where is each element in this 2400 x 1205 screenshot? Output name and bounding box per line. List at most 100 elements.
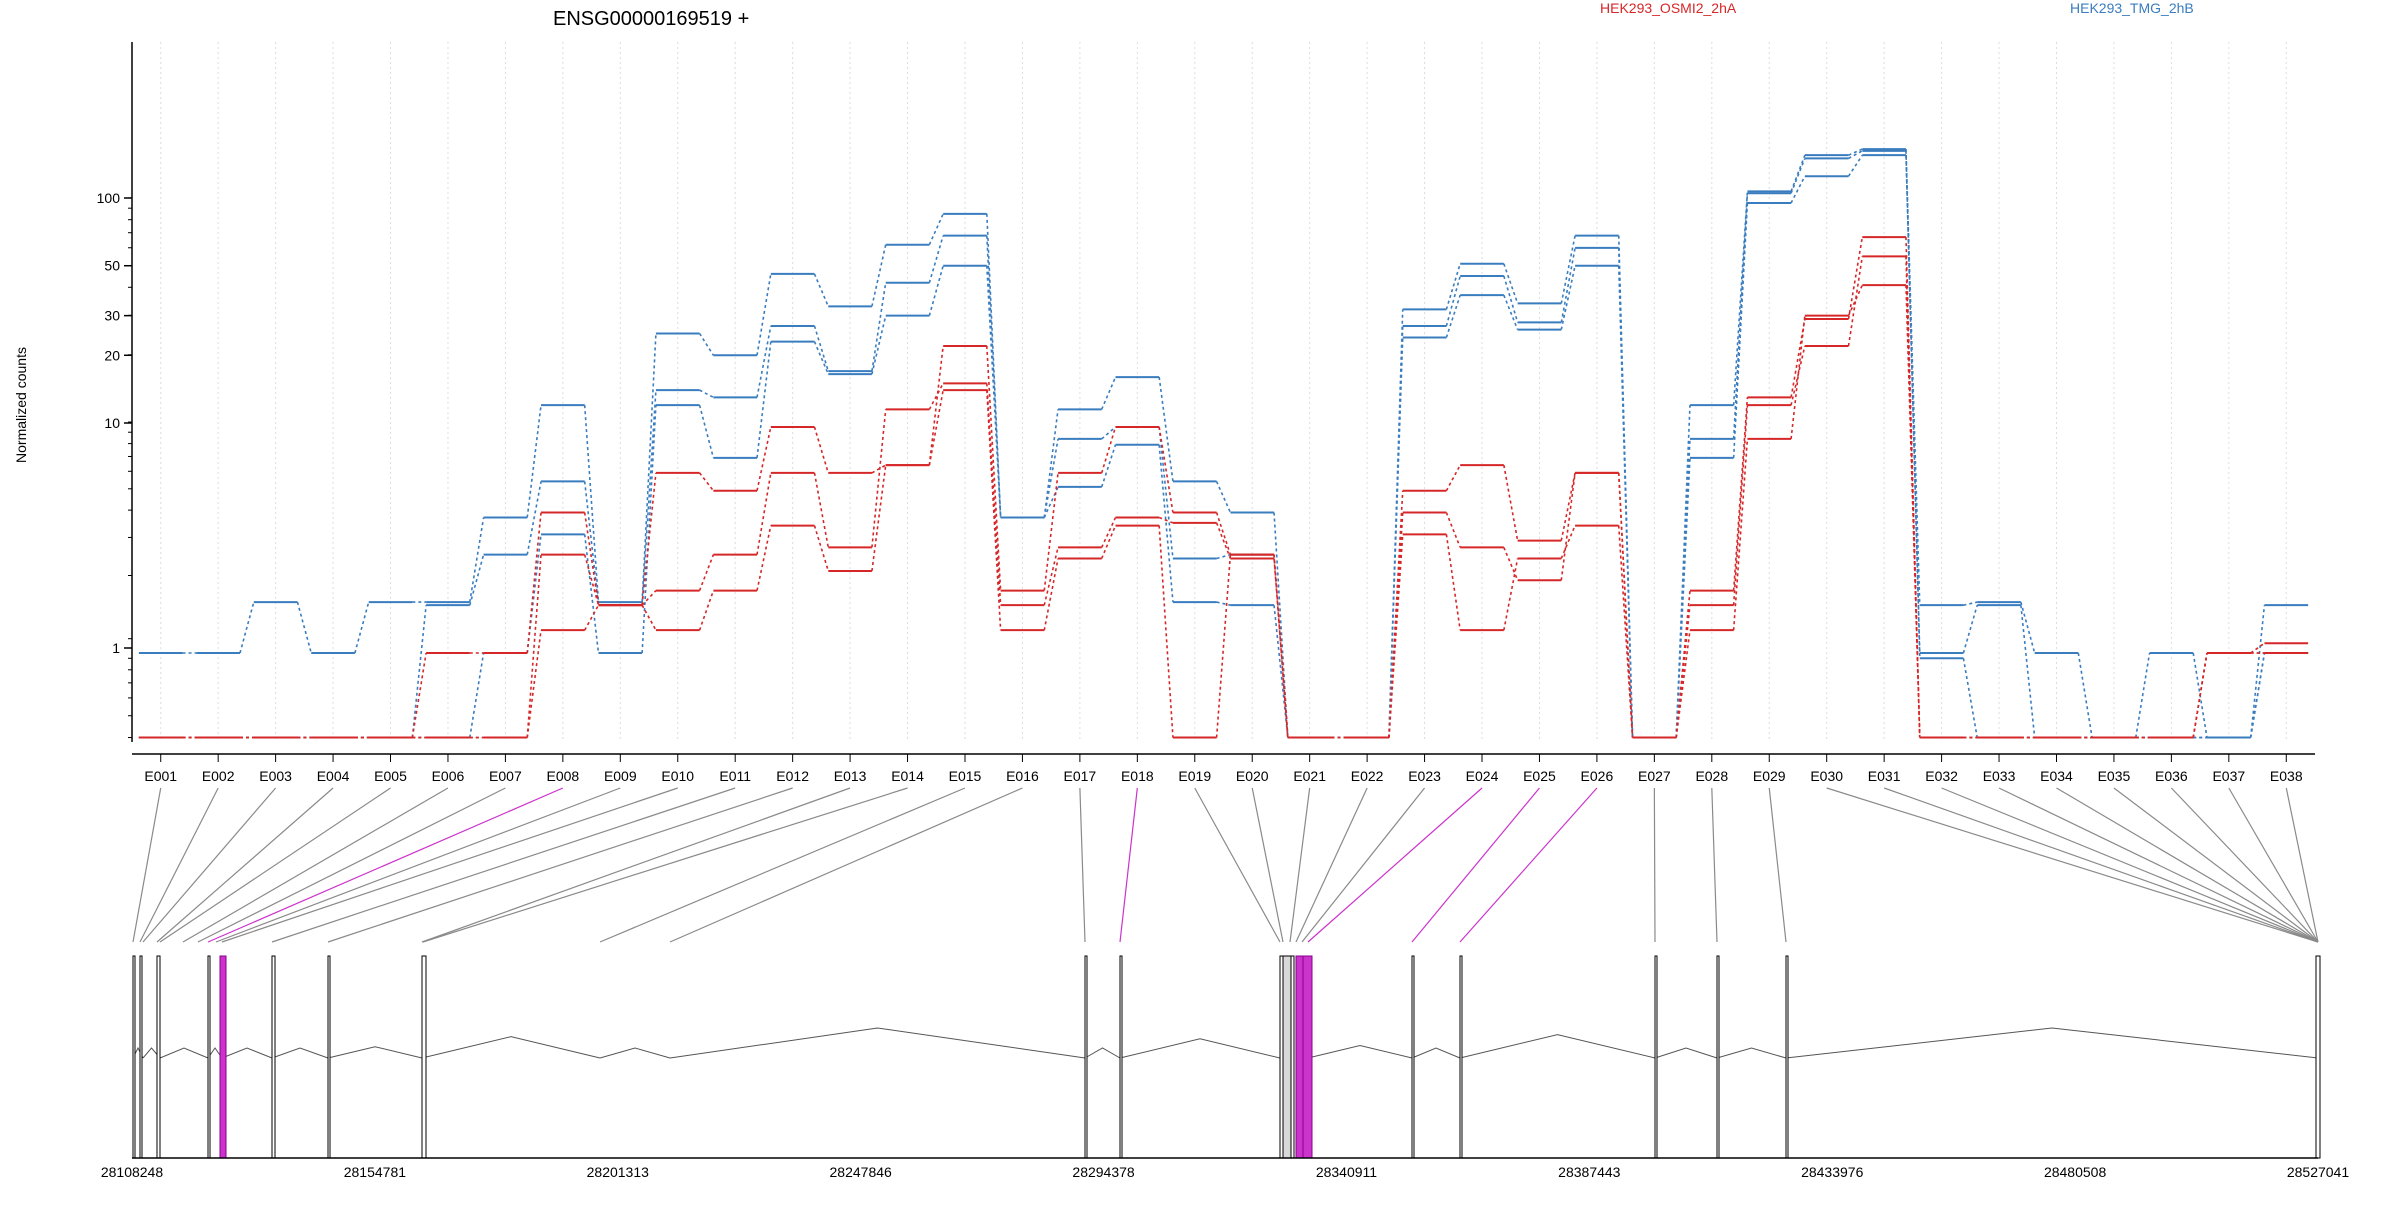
intron-line — [271, 1047, 329, 1059]
exon-connector — [156, 787, 334, 943]
data-connector — [2249, 652, 2266, 738]
exon-connector — [1194, 787, 1281, 943]
data-connector — [1503, 558, 1519, 631]
data-connector — [871, 315, 887, 375]
series-5 — [138, 284, 2309, 739]
data-connector — [641, 604, 657, 631]
intron-line — [421, 1036, 601, 1059]
data-connector — [1388, 534, 1404, 738]
intron-line — [159, 1047, 209, 1059]
exon-connector — [2228, 787, 2319, 943]
x-tick-label: E023 — [1408, 768, 1441, 784]
data-connector — [583, 604, 600, 631]
data-connector — [1503, 547, 1519, 581]
exon-connector — [2113, 787, 2319, 943]
series-3 — [138, 236, 2309, 739]
data-connector — [411, 605, 427, 738]
data-connector — [641, 472, 657, 606]
exon-box — [1119, 955, 1123, 1159]
data-connector — [756, 325, 772, 398]
x-axis: E001 E002 E003 E004 E005 E006 E007 E008 E009 E010… — [132, 753, 2315, 784]
grid-lines — [160, 42, 2287, 742]
data-connector — [1503, 275, 1519, 323]
data-connector — [296, 601, 313, 654]
genome-tick-label: 28108248 — [101, 1164, 164, 1180]
x-tick-label: E002 — [202, 768, 235, 784]
data-connector — [2249, 605, 2266, 738]
exon-connector — [1289, 787, 1311, 943]
intron-line — [1716, 1047, 1787, 1059]
data-connector — [1158, 426, 1174, 513]
data-connector — [1388, 512, 1404, 738]
genome-tick-label: 28247846 — [830, 1164, 893, 1180]
data-connector — [756, 525, 772, 591]
data-connector — [1675, 457, 1691, 738]
exon-connector-lines — [132, 787, 2319, 943]
data-connector — [1100, 517, 1117, 548]
data-connector — [1100, 444, 1117, 488]
x-tick-label: E029 — [1753, 768, 1786, 784]
data-connector — [756, 426, 772, 491]
exon-connector — [1653, 787, 1656, 943]
exon-connector — [207, 787, 564, 943]
intron-line — [1459, 1034, 1656, 1059]
data-connector — [698, 333, 715, 356]
exon-box — [1459, 955, 1463, 1159]
data-connector — [928, 265, 944, 316]
exon-connector — [215, 787, 621, 943]
data-connector — [1503, 464, 1519, 541]
x-tick-label: E036 — [2155, 768, 2188, 784]
x-tick-label: E025 — [1523, 768, 1556, 784]
data-connector — [813, 426, 830, 474]
data-connector — [756, 273, 772, 356]
exon-connector — [1307, 787, 1483, 943]
data-connector — [1732, 397, 1749, 591]
data-connector — [1158, 444, 1174, 603]
x-tick-label: E031 — [1868, 768, 1901, 784]
exon-connector — [1941, 787, 2319, 943]
data-connector — [411, 652, 427, 738]
series-4 — [138, 255, 2309, 739]
x-tick-label: E026 — [1581, 768, 1614, 784]
genome-tick-label: 28154781 — [344, 1164, 407, 1180]
x-tick-label: E003 — [259, 768, 292, 784]
exon-connector — [197, 787, 506, 943]
data-connector — [986, 213, 1002, 518]
exon-box — [139, 955, 143, 1159]
x-tick-label: E013 — [834, 768, 867, 784]
data-connector — [1847, 154, 1863, 177]
data-connector — [1732, 191, 1749, 406]
exon-connector — [1411, 787, 1540, 943]
x-tick-label: E017 — [1064, 768, 1097, 784]
exon-box — [1654, 955, 1658, 1159]
data-connector — [354, 601, 370, 654]
data-connector — [1848, 150, 1863, 160]
data-connector — [698, 404, 715, 459]
y-tick-label: 20 — [104, 347, 120, 363]
data-connector — [1043, 486, 1059, 518]
exon-connector — [327, 787, 793, 943]
data-connector — [986, 265, 1002, 518]
exon-connector — [422, 787, 908, 943]
exon-connector — [669, 787, 1023, 943]
data-connector — [699, 389, 714, 399]
data-connector — [813, 341, 829, 375]
data-connector — [2020, 601, 2036, 654]
x-tick-label: E016 — [1006, 768, 1039, 784]
data-connector — [1215, 522, 1232, 559]
x-tick-label: E032 — [1925, 768, 1958, 784]
data-connector — [871, 244, 887, 307]
genome-tick-label: 28527041 — [2287, 1164, 2350, 1180]
data-connector — [1100, 376, 1117, 410]
y-tick-label: 100 — [97, 190, 121, 206]
exon-connector — [1459, 787, 1598, 943]
data-connector — [1732, 438, 1749, 631]
exon-box — [1084, 955, 1088, 1159]
data-connector — [1215, 512, 1232, 555]
intron-line — [221, 1047, 273, 1059]
legend-label-osmi: HEK293_OSMI2_2hA — [1600, 0, 1737, 16]
x-tick-label: E027 — [1638, 768, 1671, 784]
x-tick-label: E035 — [2098, 768, 2131, 784]
data-connector — [1388, 490, 1404, 738]
